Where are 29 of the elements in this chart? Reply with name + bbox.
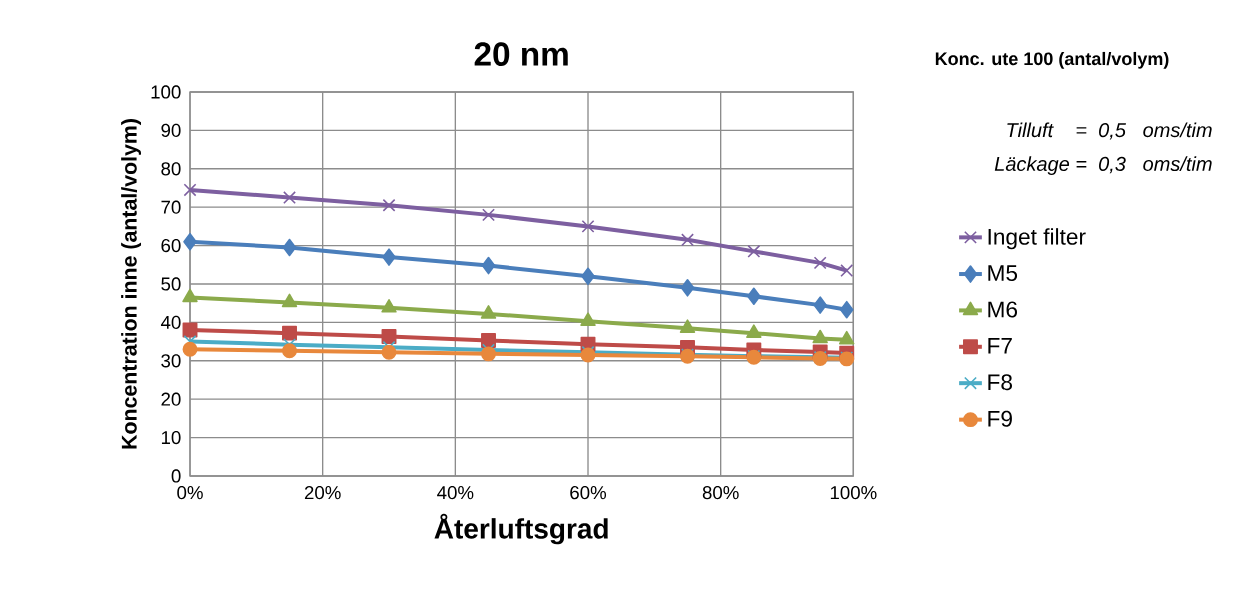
text: Tilluft = 0,5 oms/tim <box>1007 122 1212 140</box>
text: Konc. ute 100 (antal/volym) <box>935 51 1169 69</box>
y-tick-label: 20 <box>161 392 181 406</box>
legend-label: M5 <box>988 265 1018 282</box>
legend-label: F9 <box>988 410 1012 427</box>
y-tick-label: 80 <box>161 162 181 176</box>
x-tick-label: 60% <box>570 486 607 500</box>
legend-label: M6 <box>988 301 1018 318</box>
y-tick-label: 90 <box>161 123 181 137</box>
y-tick-label: 0 <box>171 469 181 483</box>
y-tick-label: 40 <box>160 315 181 329</box>
y-tick-label: 10 <box>161 430 181 445</box>
x-tick-label: 40% <box>437 486 474 500</box>
y-tick-label: 60 <box>161 238 181 253</box>
legend-label: F7 <box>988 337 1012 354</box>
y-tick-label: 70 <box>161 200 181 214</box>
y-tick-label: 30 <box>161 354 181 368</box>
legend-label: Inget filter <box>988 228 1086 250</box>
x-tick-label: 20% <box>304 486 341 500</box>
legend-label: F8 <box>988 374 1013 391</box>
chart-title: 20 nm <box>474 42 568 66</box>
x-tick-label: 100% <box>830 486 877 500</box>
y-axis-title: Koncentration inne (antal/volym) <box>121 119 142 449</box>
x-tick-label: 0% <box>177 486 203 500</box>
x-tick-label: 80% <box>702 486 739 500</box>
text: Läckage = 0,3 oms/tim <box>994 156 1212 175</box>
y-tick-label: 100 <box>151 85 181 99</box>
x-axis-title: Återluftsgrad <box>434 513 608 545</box>
y-tick-label: 50 <box>161 277 181 291</box>
